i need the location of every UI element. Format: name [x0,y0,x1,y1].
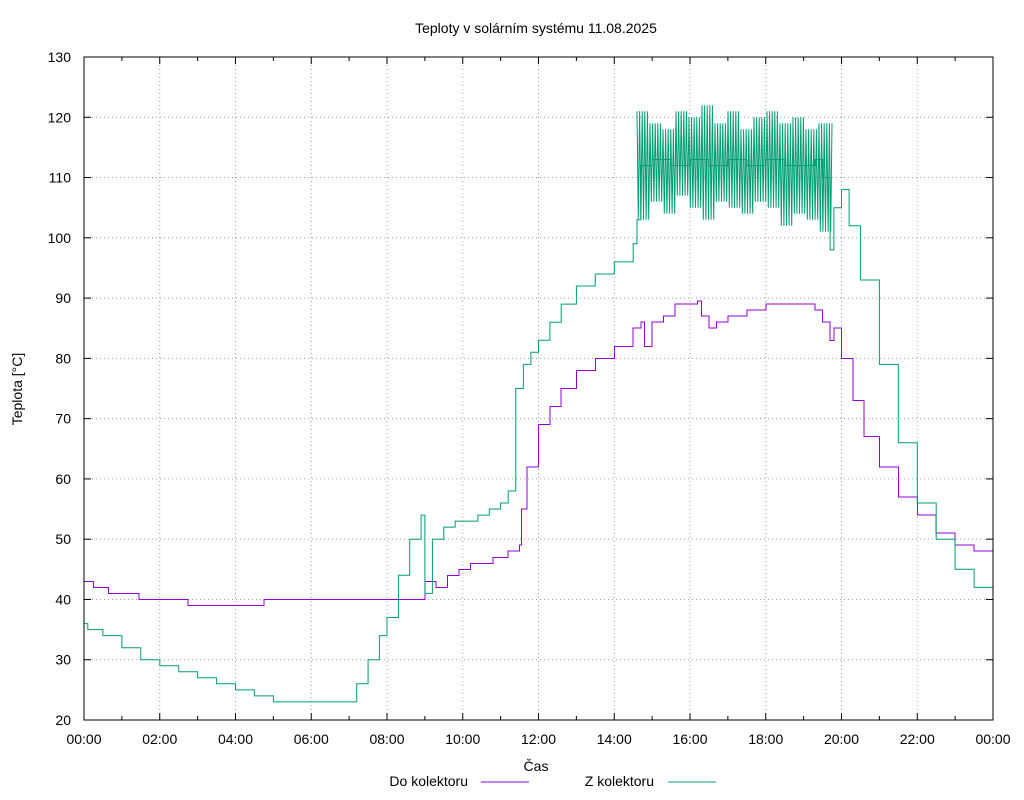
legend-label-z-kolektoru: Z kolektoru [585,773,654,789]
x-tick-label: 04:00 [218,731,253,747]
legend: Do kolektoru Z kolektoru [389,773,716,789]
y-tick-label: 50 [55,531,71,547]
y-tick-label: 110 [49,170,72,186]
x-tick-label: 12:00 [521,731,556,747]
x-tick-label: 08:00 [369,731,404,747]
series-oscillation-z-kolektoru [636,105,833,232]
grid-layer [84,57,993,720]
y-tick-label: 40 [55,591,71,607]
x-tick-label: 10:00 [445,731,480,747]
y-tick-label: 30 [55,652,71,668]
y-tick-label: 80 [55,350,71,366]
x-tick-label: 20:00 [824,731,859,747]
y-tick-label: 130 [48,49,72,65]
y-tick-label: 20 [55,712,71,728]
y-tick-label: 90 [55,290,71,306]
x-axis-label: Čas [524,758,549,774]
x-tick-label: 02:00 [142,731,177,747]
y-tick-label: 120 [48,109,72,125]
x-tick-label: 18:00 [748,731,783,747]
y-axis-label: Teplota [°C] [9,353,25,426]
x-tick-label: 14:00 [597,731,632,747]
x-tick-label: 06:00 [294,731,329,747]
x-tick-label: 00:00 [975,731,1010,747]
y-tick-label: 60 [55,471,71,487]
x-tick-label: 22:00 [900,731,935,747]
series-layer [84,105,994,703]
y-tick-label: 100 [48,230,72,246]
tick-layer: 20 30 40 50 60 70 80 90 100 110 120 130 00:00 02:00 04… [48,49,1011,747]
y-tick-label: 70 [55,411,71,427]
legend-label-do-kolektoru: Do kolektoru [389,773,468,789]
chart-title: Teploty v solárním systému 11.08.2025 [415,20,657,36]
x-tick-label: 16:00 [672,731,707,747]
series-line-z-kolektoru [84,159,994,703]
x-tick-label: 00:00 [66,731,101,747]
